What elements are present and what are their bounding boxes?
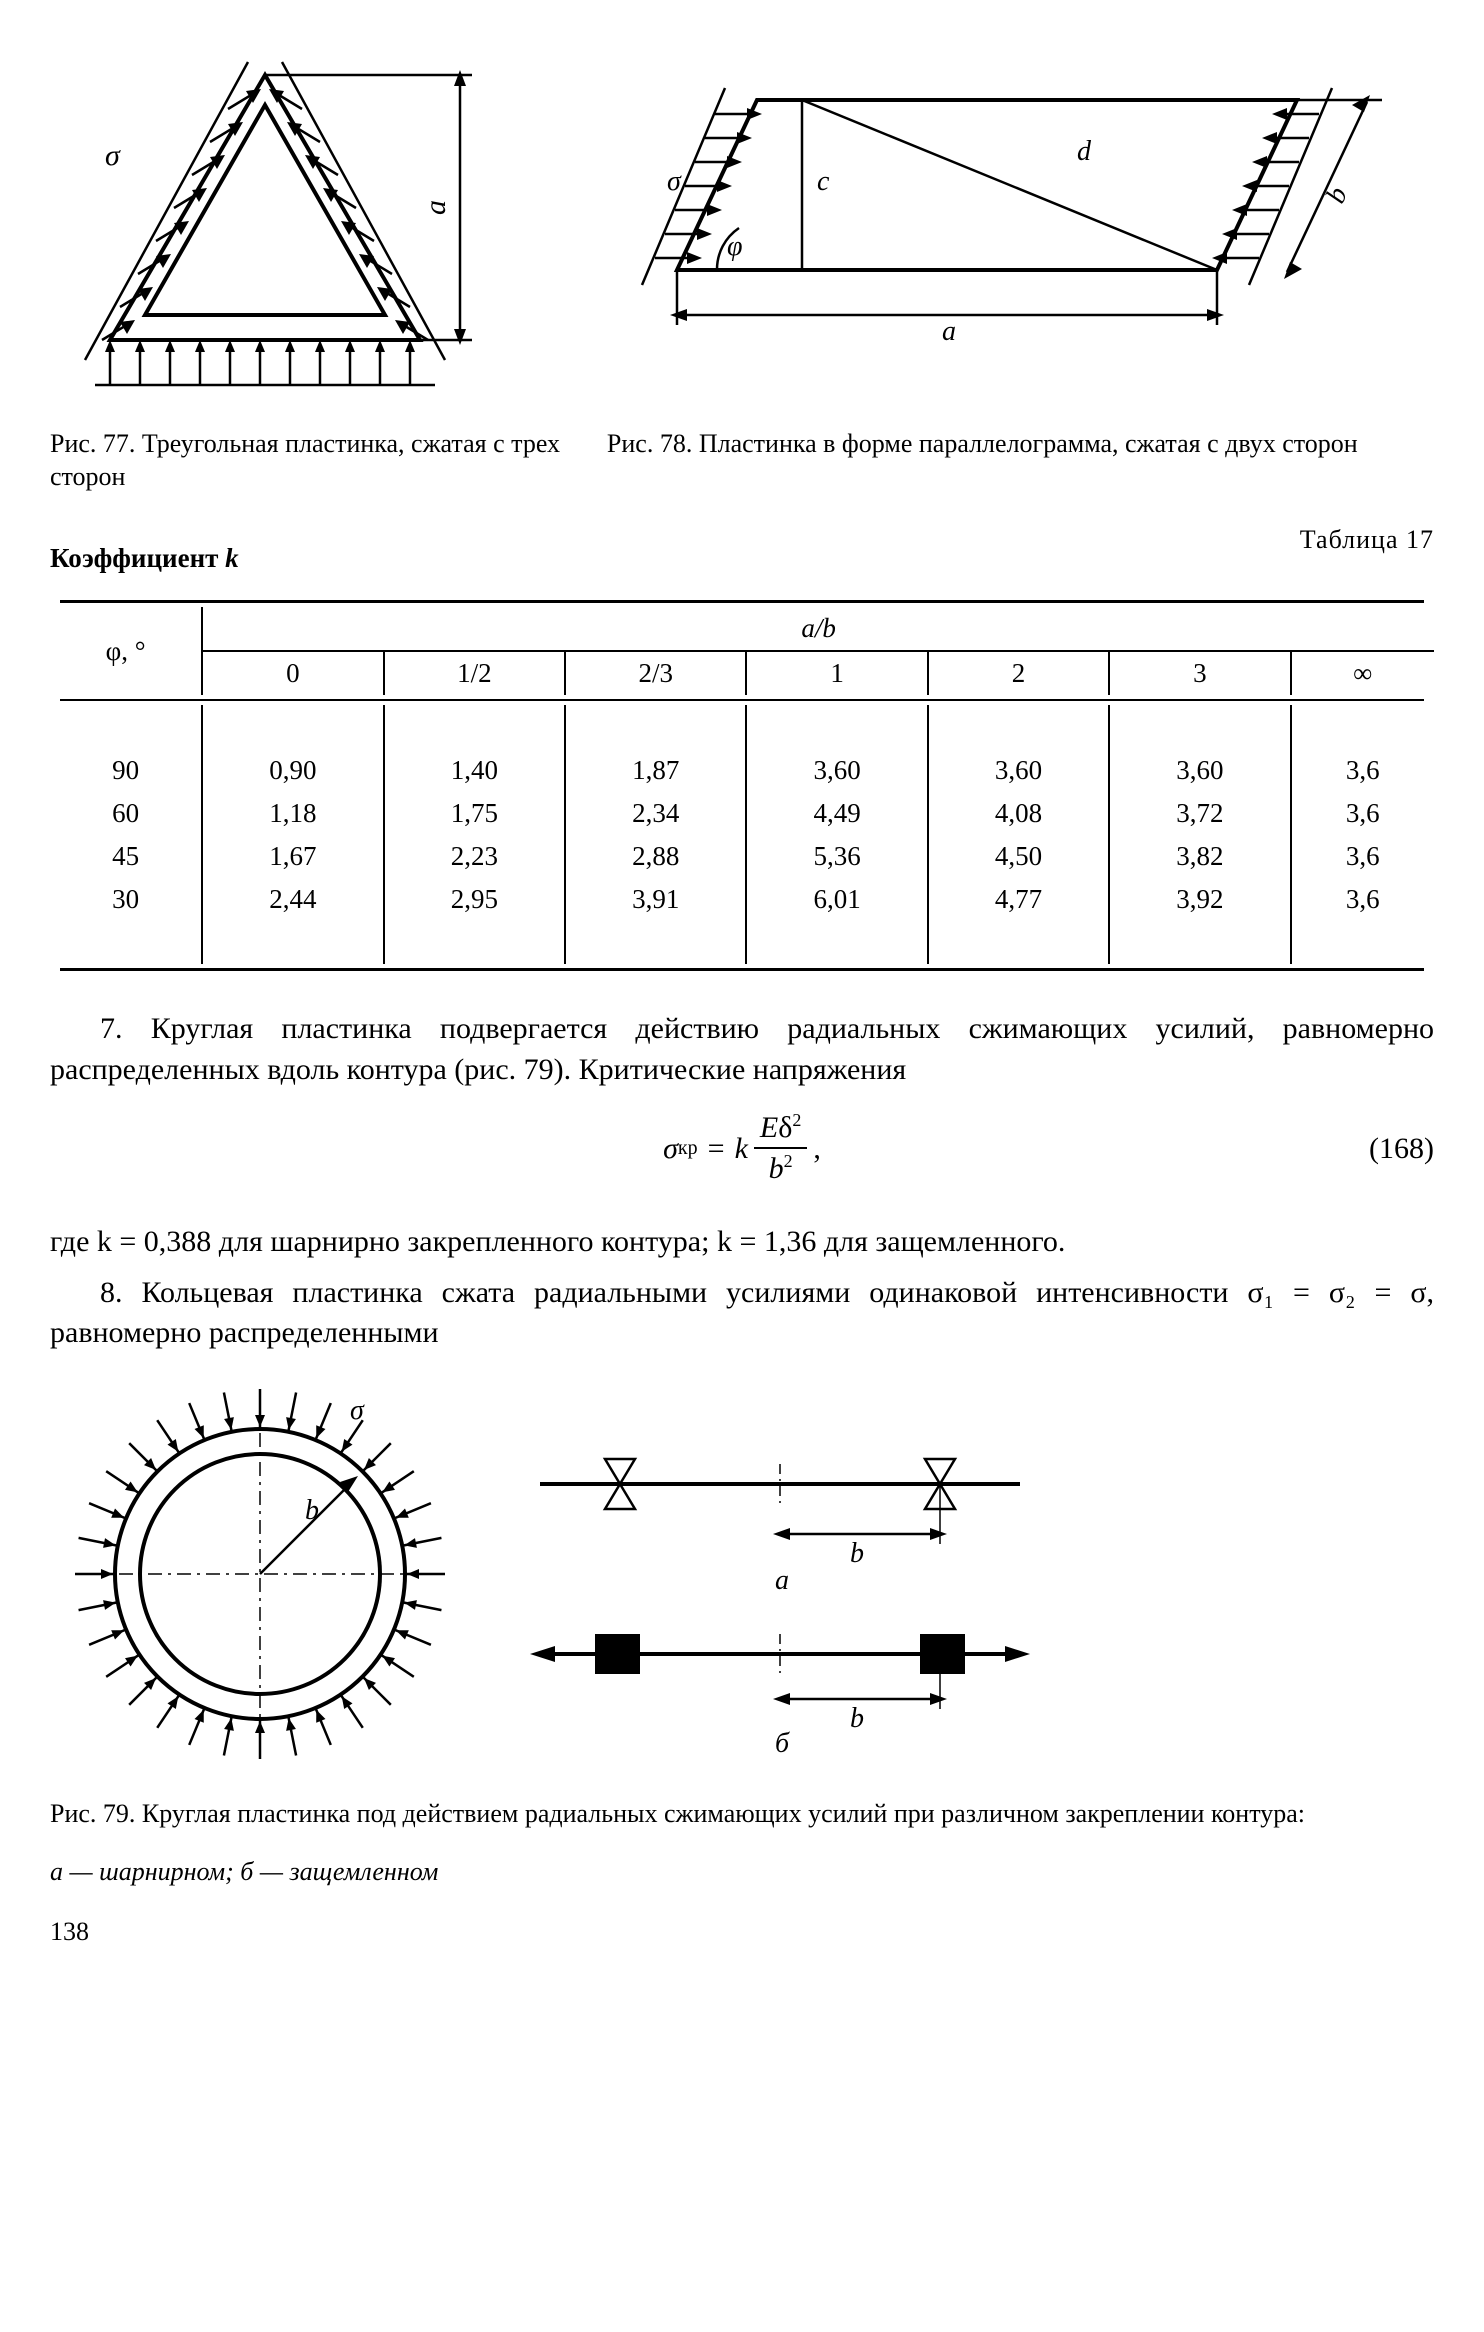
paragraph-8: 8. Кольцевая пластинка сжата радиальными… [50, 1273, 1434, 1354]
svg-text:а: а [775, 1565, 789, 1596]
fig77-svg: a σ [50, 40, 480, 400]
fig78-caption: Рис. 78. Пластинка в форме параллелограм… [607, 428, 1434, 461]
fig77-caption: Рис. 77. Треугольная пластинка, сжатая с… [50, 428, 567, 493]
table17-col: 0 [202, 652, 383, 695]
figures-row: a σ [50, 40, 1434, 410]
svg-text:φ: φ [727, 231, 743, 262]
fig77-a-label: a [419, 200, 452, 215]
fig79-supports: b а b б [500, 1394, 1060, 1754]
equation-168: σкр = k Eδ2 b2 , (168) [50, 1108, 1434, 1188]
svg-text:b: b [850, 1538, 864, 1569]
svg-text:σ: σ [667, 166, 682, 197]
eq-number: (168) [1369, 1129, 1434, 1168]
svg-text:a: a [942, 316, 956, 347]
table-row: 900,901,401,873,603,603,603,6 [50, 749, 1434, 792]
page-number: 138 [50, 1915, 1434, 1949]
table17: φ, ° a/b 01/22/3123∞ 900,901,401,873,603… [50, 596, 1434, 975]
table17-colheader: a/b [202, 607, 1434, 650]
fig78-svg: σ φ c d a b [607, 40, 1387, 360]
svg-text:б: б [775, 1728, 790, 1754]
svg-text:b: b [305, 1495, 319, 1526]
fig79-circle: b σ [50, 1364, 470, 1784]
table17-col: ∞ [1291, 652, 1434, 695]
table17-rowheader: φ, ° [106, 636, 146, 666]
svg-text:c: c [817, 166, 830, 197]
fig79: b σ b а [50, 1364, 1434, 1784]
fig79-caption-sub: а — шарнирном; б — защемленном [50, 1856, 1434, 1889]
svg-text:b: b [850, 1703, 864, 1734]
table17-col: 1/2 [384, 652, 565, 695]
table-row: 601,181,752,344,494,083,723,6 [50, 792, 1434, 835]
table17-col: 2 [928, 652, 1109, 695]
captions-row: Рис. 77. Треугольная пластинка, сжатая с… [50, 420, 1434, 493]
fig79-caption: Рис. 79. Круглая пластинка под действием… [50, 1798, 1434, 1831]
paragraph-7: 7. Круглая пластинка подвергается действ… [50, 1009, 1434, 1090]
table17-title: Коэффициент k [50, 541, 1434, 576]
table17-col: 1 [746, 652, 927, 695]
table17-col: 2/3 [565, 652, 746, 695]
table-row: 451,672,232,885,364,503,823,6 [50, 835, 1434, 878]
table-row: 302,442,953,916,014,773,923,6 [50, 878, 1434, 921]
fig78: σ φ c d a b [607, 40, 1434, 370]
paragraph-7b: где k = 0,388 для шарнирно закрепленного… [50, 1222, 1434, 1263]
svg-text:d: d [1077, 136, 1092, 167]
fig77-sigma-label: σ [105, 139, 121, 172]
fig77: a σ [50, 40, 567, 410]
table17-col: 3 [1109, 652, 1290, 695]
